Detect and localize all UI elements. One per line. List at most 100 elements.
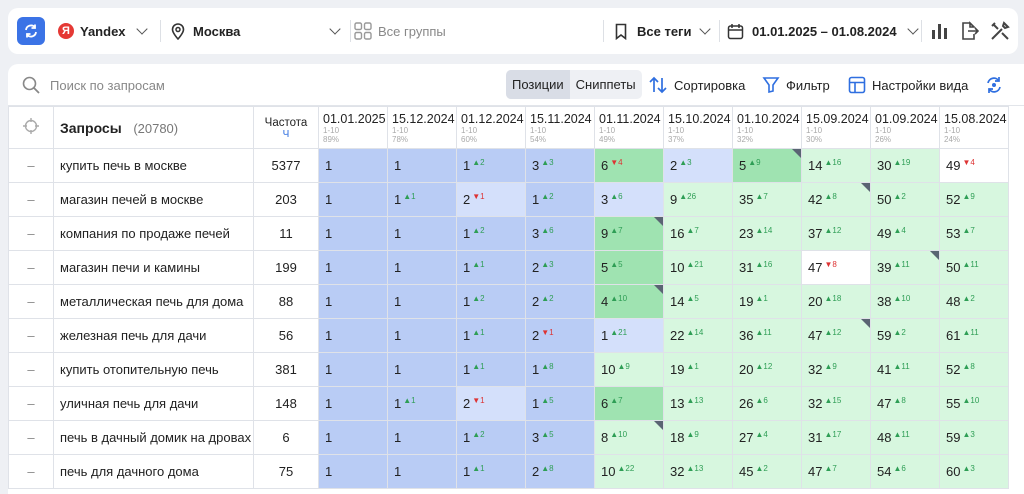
row-dash[interactable]: –: [8, 148, 54, 183]
position-cell[interactable]: 47 ▼8: [801, 250, 871, 285]
position-cell[interactable]: 42 ▲8: [801, 182, 871, 217]
row-dash[interactable]: –: [8, 454, 54, 489]
query-cell[interactable]: магазин печей в москве: [53, 182, 254, 217]
region-select[interactable]: Москва: [171, 8, 341, 54]
position-cell[interactable]: 2 ▲3: [525, 250, 595, 285]
table-row[interactable]: – компания по продаже печей 11 1 1 1 ▲2 3 ▲6 9 ▲7 1…: [8, 216, 1009, 251]
query-cell[interactable]: компания по продаже печей: [53, 216, 254, 251]
position-cell[interactable]: 1: [387, 284, 457, 319]
position-cell[interactable]: 5 ▲9: [732, 148, 802, 183]
position-cell[interactable]: 1 ▲1: [456, 352, 526, 387]
position-cell[interactable]: 22 ▲14: [663, 318, 733, 353]
position-cell[interactable]: 55 ▲10: [939, 386, 1009, 421]
position-cell[interactable]: 31 ▲16: [732, 250, 802, 285]
query-cell[interactable]: металлическая печь для дома: [53, 284, 254, 319]
position-cell[interactable]: 60 ▲3: [939, 454, 1009, 489]
table-row[interactable]: – металлическая печь для дома 88 1 1 1 ▲2 2 ▲2 4 ▲…: [8, 284, 1009, 319]
table-row[interactable]: – уличная печь для дачи 148 1 1 ▲1 2 ▼1 1 ▲5 6 ▲7 13…: [8, 386, 1009, 421]
position-cell[interactable]: 16 ▲7: [663, 216, 733, 251]
position-cell[interactable]: 30 ▲19: [870, 148, 940, 183]
position-cell[interactable]: 27 ▲4: [732, 420, 802, 455]
position-cell[interactable]: 1: [318, 182, 388, 217]
position-cell[interactable]: 19 ▲1: [732, 284, 802, 319]
position-cell[interactable]: 1 ▲1: [456, 454, 526, 489]
tools-button[interactable]: [989, 8, 1011, 54]
position-cell[interactable]: 1: [387, 420, 457, 455]
date-header[interactable]: 15.09.2024 1-10 30%: [801, 106, 871, 149]
table-row[interactable]: – печь в дачный домик на дровах 6 1 1 1 ▲2 3 ▲5 8…: [8, 420, 1009, 455]
position-cell[interactable]: 5 ▲5: [594, 250, 664, 285]
position-cell[interactable]: 1 ▲1: [456, 250, 526, 285]
export-button[interactable]: [959, 8, 979, 54]
position-cell[interactable]: 3 ▲6: [525, 216, 595, 251]
table-row[interactable]: – магазин печей в москве 203 1 1 ▲1 2 ▼1 1 ▲2 3 ▲6 9…: [8, 182, 1009, 217]
position-cell[interactable]: 35 ▲7: [732, 182, 802, 217]
position-cell[interactable]: 1 ▲5: [525, 386, 595, 421]
position-cell[interactable]: 47 ▲8: [870, 386, 940, 421]
select-all-cell[interactable]: [8, 106, 54, 149]
table-row[interactable]: – печь для дачного дома 75 1 1 1 ▲1 2 ▲8 10 ▲22 32 ▲…: [8, 454, 1009, 489]
row-dash[interactable]: –: [8, 182, 54, 217]
position-cell[interactable]: 1: [318, 420, 388, 455]
row-dash[interactable]: –: [8, 250, 54, 285]
row-dash[interactable]: –: [8, 386, 54, 421]
refresh-button[interactable]: [17, 17, 45, 45]
position-cell[interactable]: 54 ▲6: [870, 454, 940, 489]
position-cell[interactable]: 39 ▲11: [870, 250, 940, 285]
table-row[interactable]: – купить печь в москве 5377 1 1 1 ▲2 3 ▲3 6 ▼4 2 ▲3 5…: [8, 148, 1009, 183]
position-cell[interactable]: 41 ▲11: [870, 352, 940, 387]
position-cell[interactable]: 3 ▲3: [525, 148, 595, 183]
date-header[interactable]: 15.12.2024 1-10 78%: [387, 106, 457, 149]
position-cell[interactable]: 48 ▲2: [939, 284, 1009, 319]
position-cell[interactable]: 1: [318, 216, 388, 251]
position-cell[interactable]: 2 ▼1: [456, 386, 526, 421]
search-field[interactable]: Поиск по запросам: [22, 64, 165, 106]
tab-snippets[interactable]: Сниппеты: [575, 77, 636, 92]
position-cell[interactable]: 37 ▲12: [801, 216, 871, 251]
position-cell[interactable]: 1: [387, 318, 457, 353]
date-range-select[interactable]: 01.01.2025 – 01.08.2024: [727, 8, 919, 54]
position-cell[interactable]: 1 ▲1: [456, 318, 526, 353]
position-cell[interactable]: 47 ▲12: [801, 318, 871, 353]
position-cell[interactable]: 10 ▲9: [594, 352, 664, 387]
queries-header[interactable]: Запросы (20780): [53, 106, 254, 149]
position-cell[interactable]: 10 ▲21: [663, 250, 733, 285]
row-dash[interactable]: –: [8, 216, 54, 251]
position-cell[interactable]: 1 ▲21: [594, 318, 664, 353]
sort-button[interactable]: Сортировка: [648, 64, 745, 106]
date-header[interactable]: 01.12.2024 1-10 60%: [456, 106, 526, 149]
position-cell[interactable]: 1 ▲2: [525, 182, 595, 217]
position-cell[interactable]: 49 ▲4: [870, 216, 940, 251]
position-cell[interactable]: 13 ▲13: [663, 386, 733, 421]
position-cell[interactable]: 48 ▲11: [870, 420, 940, 455]
date-header[interactable]: 01.09.2024 1-10 26%: [870, 106, 940, 149]
position-cell[interactable]: 2 ▼1: [525, 318, 595, 353]
sync-button[interactable]: [984, 64, 1010, 106]
date-header[interactable]: 15.11.2024 1-10 54%: [525, 106, 595, 149]
row-dash[interactable]: –: [8, 352, 54, 387]
query-cell[interactable]: железная печь для дачи: [53, 318, 254, 353]
position-cell[interactable]: 1: [318, 352, 388, 387]
position-cell[interactable]: 1: [387, 454, 457, 489]
position-cell[interactable]: 1: [318, 454, 388, 489]
position-cell[interactable]: 50 ▲2: [870, 182, 940, 217]
tab-positions[interactable]: Позиции: [506, 70, 570, 99]
position-cell[interactable]: 32 ▲13: [663, 454, 733, 489]
position-cell[interactable]: 1: [318, 386, 388, 421]
position-cell[interactable]: 38 ▲10: [870, 284, 940, 319]
date-header[interactable]: 01.01.2025 1-10 89%: [318, 106, 388, 149]
date-header[interactable]: 01.11.2024 1-10 49%: [594, 106, 664, 149]
row-dash[interactable]: –: [8, 284, 54, 319]
position-cell[interactable]: 6 ▲7: [594, 386, 664, 421]
query-cell[interactable]: печь для дачного дома: [53, 454, 254, 489]
query-cell[interactable]: купить отопительную печь: [53, 352, 254, 387]
tags-select[interactable]: Все теги: [615, 8, 712, 54]
position-cell[interactable]: 53 ▲7: [939, 216, 1009, 251]
position-cell[interactable]: 10 ▲22: [594, 454, 664, 489]
position-cell[interactable]: 45 ▲2: [732, 454, 802, 489]
position-cell[interactable]: 1 ▲1: [387, 386, 457, 421]
position-cell[interactable]: 59 ▲3: [939, 420, 1009, 455]
position-cell[interactable]: 1 ▲2: [456, 420, 526, 455]
position-cell[interactable]: 18 ▲9: [663, 420, 733, 455]
position-cell[interactable]: 8 ▲10: [594, 420, 664, 455]
